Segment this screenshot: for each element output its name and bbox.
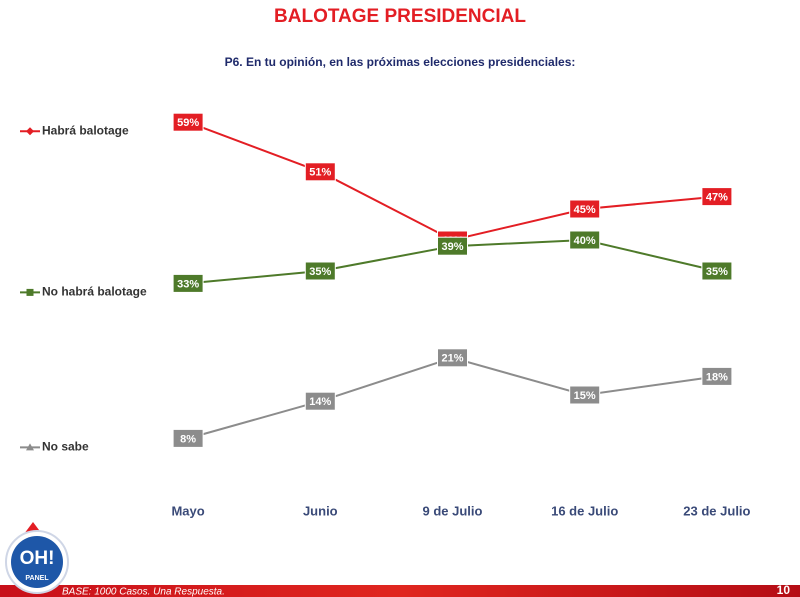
data-point [304,391,336,411]
footer-note: BASE: 1000 Casos. Una Respuesta. [62,587,225,597]
legend-marker [26,443,34,451]
series-line [187,356,718,440]
data-point [701,366,733,386]
chart-title: BALOTAGE PRESIDENCIAL [274,6,526,27]
data-label: 51% [309,167,331,179]
x-tick-label: 16 de Julio [551,503,618,518]
logo-circle [11,536,63,588]
series-line [187,121,717,242]
data-label: 21% [441,353,463,365]
data-label: 45% [574,204,596,216]
plot: Mayo Junio 9 de Julio 16 de Julio 23 de Juli… [20,112,751,518]
data-point [304,261,336,281]
data-label: 15% [574,390,596,402]
data-point [701,261,733,281]
chart-subtitle: P6. En tu opinión, en las próximas elecc… [225,55,576,69]
logo: OH! PANEL [5,522,69,594]
x-tick-label: 9 de Julio [423,503,483,518]
data-label: 40% [574,235,596,247]
data-point [304,162,336,182]
data-label: 33% [177,278,199,290]
legend-marker [26,288,34,296]
data-label: 47% [706,192,728,204]
data-label: 8% [180,433,196,445]
data-point [701,187,733,207]
data-label: 59% [177,117,199,129]
footer-bar [0,585,800,597]
x-tick-label: Mayo [171,503,204,518]
data-label: 18% [706,371,728,383]
logo-text: OH! [20,548,55,569]
data-point [437,236,468,256]
legend-marker [26,127,34,136]
x-tick-label: 23 de Julio [683,503,750,518]
data-label: 14% [309,396,331,408]
legend-label: Habrá balotage [42,123,129,137]
data-point [569,385,601,405]
legend-label: No sabe [42,440,89,454]
page-number: 10 [777,583,791,597]
data-label: 39% [441,241,463,253]
data-label: 35% [706,266,728,278]
data-point [172,273,204,293]
x-tick-label: Junio [303,503,338,518]
data-point [172,112,204,132]
data-point [437,348,468,368]
data-point [569,199,601,219]
legend-label: No habrá balotage [42,285,147,299]
data-point [569,230,601,250]
data-point [172,428,204,448]
data-label: 35% [309,266,331,278]
logo-subtext: PANEL [25,575,49,582]
